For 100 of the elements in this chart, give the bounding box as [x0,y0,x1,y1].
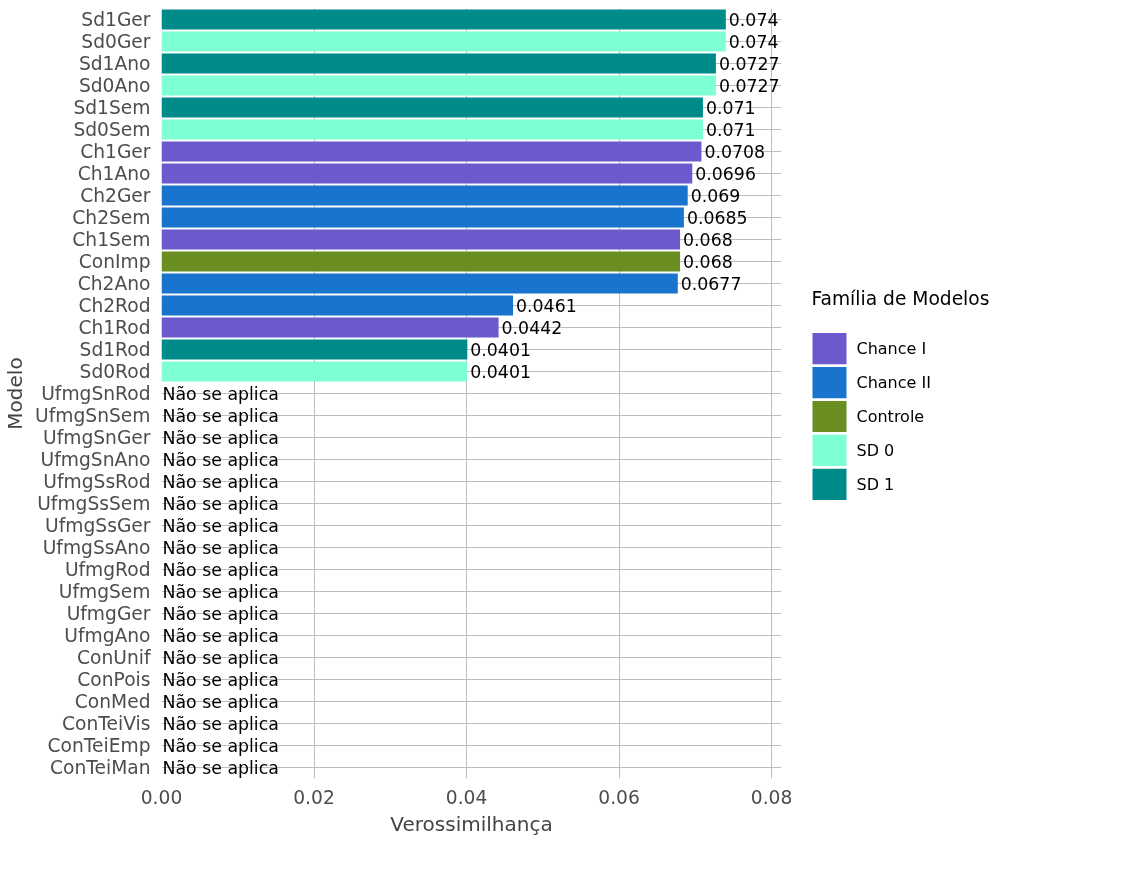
annotation: Não se aplica [162,427,279,448]
annotation: Não se aplica [162,647,279,668]
annotation: Não se aplica [162,515,279,536]
annotation: Não se aplica [162,383,279,404]
y-tick-label: UfmgSsAno [42,537,151,558]
y-tick-label: UfmgSem [58,581,151,602]
annotation: Não se aplica [162,757,279,778]
legend-label: SD 0 [856,440,895,460]
y-tick-label: ConUnif [77,647,151,668]
bar [161,251,681,272]
data-label: 0.0401 [470,340,531,360]
y-tick-label: UfmgSnSem [35,405,151,426]
y-tick-label: ConImp [78,251,151,272]
y-tick-label: Sd1Sem [73,97,151,118]
data-label: 0.068 [683,252,733,272]
y-tick-label: UfmgSnRod [41,383,151,404]
annotation: Não se aplica [162,603,279,624]
legend-label: Controle [856,406,925,426]
bar [161,141,702,162]
annotation: Não se aplica [162,669,279,690]
data-label: 0.0708 [704,142,766,162]
x-axis-title: Verossimilhança [390,811,553,836]
y-tick-label: Sd0Ger [81,31,151,52]
bar [161,361,468,382]
bar [161,273,678,294]
bar [161,119,703,140]
x-tick-label: 0.02 [293,786,335,808]
annotation: Não se aplica [162,405,279,426]
y-tick-label: Sd0Sem [73,119,151,140]
bar [161,9,726,30]
y-tick-label: Ch1Ano [77,163,151,184]
annotation: Não se aplica [162,735,279,756]
legend-title: Família de Modelos [811,287,990,309]
bar [161,185,688,206]
legend-label: Chance I [856,339,927,359]
annotation: Não se aplica [162,471,279,492]
x-tick-label: 0.06 [598,786,640,808]
annotation: Não se aplica [162,537,279,558]
y-tick-label: ConTeiMan [50,757,151,778]
y-tick-label: UfmgSsGer [45,515,151,536]
legend-label: SD 1 [856,474,895,494]
y-tick-label: UfmgRod [64,559,151,580]
y-tick-label: ConTeiVis [62,713,151,734]
data-label: 0.0727 [718,54,780,74]
y-tick-label: Ch1Rod [78,317,151,338]
y-axis-title: Modelo [3,357,28,430]
data-label: 0.0461 [516,296,577,316]
bar [161,75,716,96]
data-label: 0.0677 [680,274,742,294]
y-tick-label: Ch2Sem [72,207,151,228]
annotation: Não se aplica [162,559,279,580]
annotation: Não se aplica [162,581,279,602]
annotation: Não se aplica [162,493,279,514]
y-tick-label: Ch2Rod [78,295,151,316]
y-tick-label: ConPois [77,669,151,690]
annotation: Não se aplica [162,449,279,470]
data-label: 0.0696 [695,164,756,184]
bar [161,31,726,52]
x-tick-label: 0.00 [140,786,183,808]
bar [161,339,468,360]
bar [161,207,684,228]
x-tick-label: 0.08 [750,786,793,808]
data-label: 0.0442 [501,318,563,338]
data-label: 0.0727 [718,76,780,96]
y-tick-label: Ch1Sem [72,229,151,250]
y-tick-label: Sd0Rod [79,361,151,382]
data-label: 0.074 [728,10,779,30]
legend-label: Chance II [856,373,931,393]
data-label: 0.071 [705,120,756,140]
data-label: 0.0401 [470,362,531,382]
annotation: Não se aplica [162,625,279,646]
y-tick-label: Ch2Ano [77,273,151,294]
y-tick-label: Ch2Ger [80,185,151,206]
y-tick-label: UfmgGer [66,603,151,624]
y-tick-label: UfmgSsSem [37,493,151,514]
data-label: 0.069 [690,186,741,206]
y-tick-label: Ch1Ger [80,141,151,162]
x-tick-label: 0.04 [445,786,488,808]
bar [161,295,514,316]
y-tick-label: ConMed [74,691,151,712]
annotation: Não se aplica [162,691,279,712]
y-tick-label: Sd1Rod [79,339,151,360]
data-label: 0.074 [728,32,779,52]
y-tick-label: Sd1Ano [78,53,151,74]
bar [161,53,716,74]
bar [161,229,681,250]
bar [161,97,703,118]
bar [161,317,499,338]
y-tick-label: UfmgSsRod [43,471,151,492]
data-label: 0.071 [705,98,756,118]
y-tick-label: ConTeiEmp [47,735,151,756]
y-tick-label: Sd0Ano [78,75,151,96]
data-label: 0.068 [683,230,733,250]
y-tick-label: UfmgAno [64,625,151,646]
bar [161,163,693,184]
data-label: 0.0685 [686,208,748,228]
annotation: Não se aplica [162,713,279,734]
y-tick-label: Sd1Ger [81,9,151,30]
y-tick-label: UfmgSnAno [40,449,151,470]
y-tick-label: UfmgSnGer [42,427,151,448]
